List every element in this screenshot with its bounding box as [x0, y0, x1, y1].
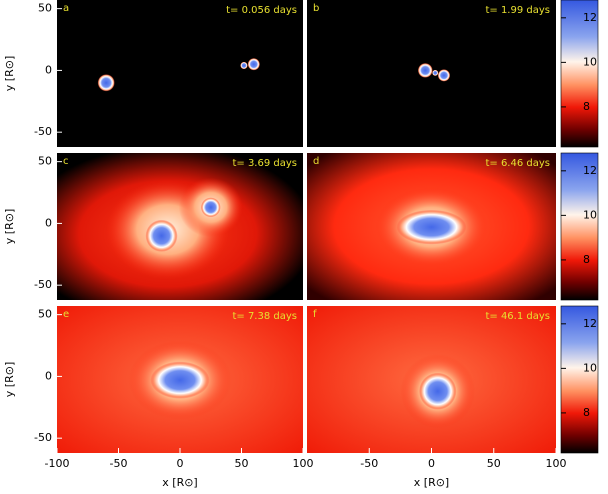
y-axis-label: y [R⊙]	[3, 56, 16, 91]
colorbar-tick-label: 8	[583, 406, 590, 419]
panel-label: d	[313, 156, 319, 167]
time-label: t= 3.69 days	[232, 158, 297, 169]
y-tick-label: 0	[45, 63, 52, 76]
time-label: t= 0.056 days	[226, 5, 297, 16]
gas-feature	[419, 372, 457, 410]
panel-label: b	[313, 3, 319, 14]
colorbar-tick-label: 12	[583, 11, 597, 24]
colorbar-tick-label: 10	[583, 361, 597, 374]
y-tick-label: 50	[38, 2, 52, 15]
gas-feature	[247, 58, 260, 71]
gas-feature	[240, 61, 248, 70]
colorbar-tick-label: 10	[583, 55, 597, 68]
x-tick-label: 0	[428, 457, 435, 470]
x-tick-label: 100	[293, 457, 314, 470]
y-axis-label: y [R⊙]	[3, 209, 16, 244]
colorbar-tick-label: 12	[583, 317, 597, 330]
y-tick-label: 50	[38, 155, 52, 168]
y-tick-label: 0	[45, 216, 52, 229]
panel-image	[57, 0, 303, 147]
x-axis-label: x [R⊙]	[162, 476, 197, 489]
colorbar	[560, 305, 599, 454]
gas-feature	[97, 74, 115, 92]
time-label: t= 7.38 days	[232, 311, 297, 322]
y-tick-label: -50	[34, 278, 52, 291]
y-axis-label: y [R⊙]	[3, 362, 16, 397]
colorbar-tick-label: 10	[583, 208, 597, 221]
y-tick-label: -50	[34, 125, 52, 138]
panel-label: e	[63, 309, 69, 320]
gas-feature	[417, 63, 433, 78]
x-tick-label: 50	[235, 457, 249, 470]
panel-label: c	[63, 156, 69, 167]
colorbar-tick-label: 8	[583, 253, 590, 266]
y-tick-label: 50	[38, 308, 52, 321]
x-tick-label: -50	[110, 457, 128, 470]
x-tick-label: -100	[45, 457, 70, 470]
time-label: t= 1.99 days	[485, 5, 550, 16]
time-label: t= 6.46 days	[485, 158, 550, 169]
colorbar	[560, 0, 599, 148]
x-tick-label: 50	[487, 457, 501, 470]
colorbar	[560, 152, 599, 301]
y-tick-label: 0	[45, 369, 52, 382]
y-tick-label: -50	[34, 431, 52, 444]
time-label: t= 46.1 days	[485, 311, 550, 322]
colorbar-tick-label: 12	[583, 164, 597, 177]
gas-feature	[396, 209, 467, 245]
colorbar-tick-label: 8	[583, 100, 590, 113]
x-tick-label: -50	[360, 457, 378, 470]
x-tick-label: 0	[177, 457, 184, 470]
gas-feature	[200, 197, 221, 218]
x-tick-label: 100	[546, 457, 567, 470]
panel-label: f	[313, 309, 317, 320]
gas-feature	[432, 69, 439, 76]
panel-label: a	[63, 3, 69, 14]
gas-feature	[145, 219, 178, 252]
gas-feature	[437, 69, 451, 82]
gas-feature	[150, 361, 210, 399]
x-axis-label: x [R⊙]	[414, 476, 449, 489]
